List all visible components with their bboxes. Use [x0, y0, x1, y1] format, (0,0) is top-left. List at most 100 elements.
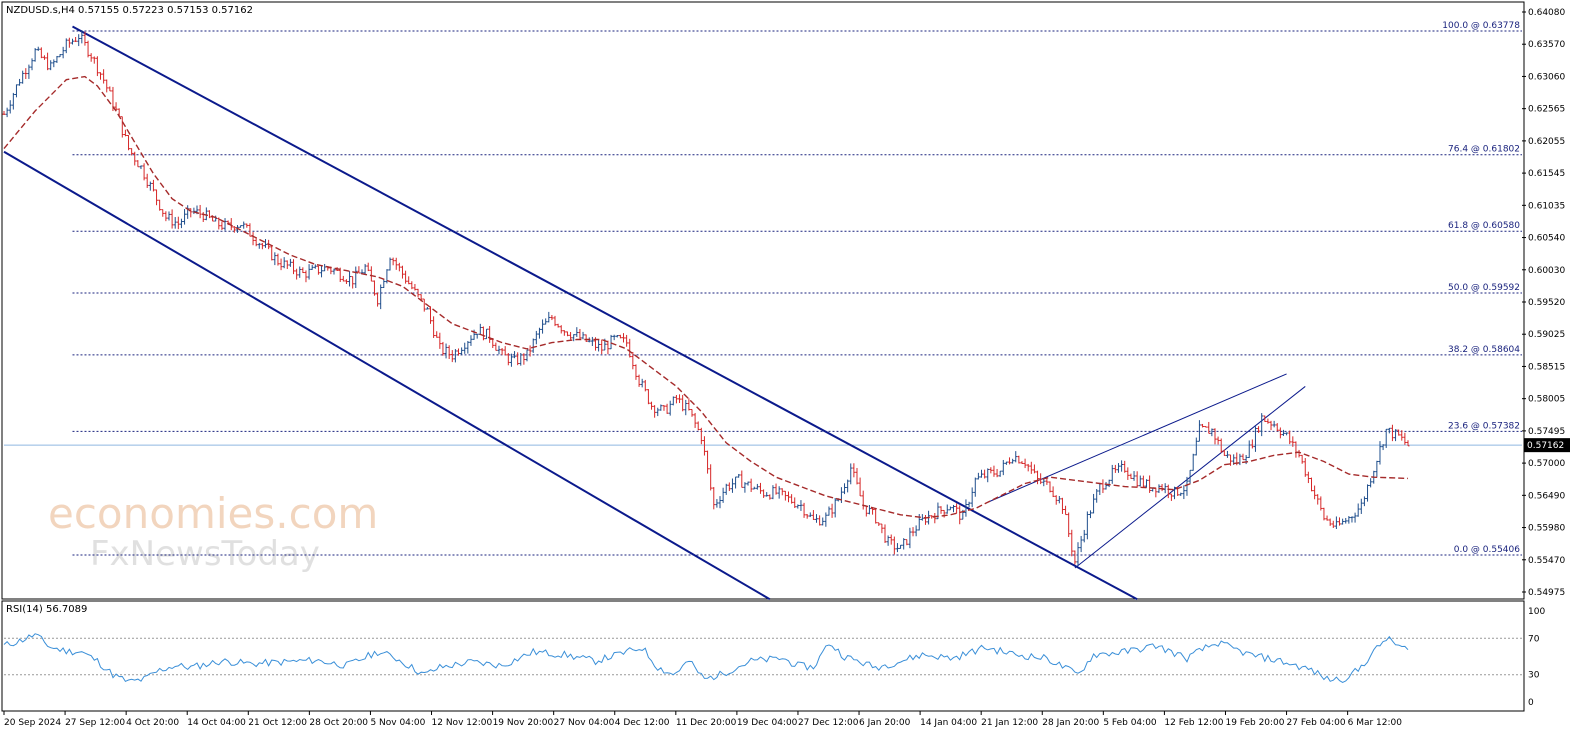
candle: [715, 499, 719, 508]
time-tick-label: 20 Sep 2024: [4, 718, 61, 728]
candle: [86, 40, 90, 58]
price-tick-label: 0.59520: [1528, 298, 1565, 308]
candle: [973, 477, 977, 497]
candle: [1257, 426, 1261, 433]
candle: [18, 78, 22, 86]
candle: [637, 374, 641, 387]
time-tick-label: 28 Oct 20:00: [309, 718, 368, 728]
candle: [833, 498, 837, 518]
candle: [553, 315, 557, 327]
candle: [886, 535, 890, 546]
candle: [102, 69, 106, 84]
candle: [422, 298, 426, 312]
candle: [737, 473, 741, 478]
candle: [463, 342, 467, 354]
candle: [432, 316, 436, 338]
candle: [42, 55, 46, 60]
candle: [320, 265, 324, 278]
candle: [774, 483, 778, 495]
candle: [488, 325, 492, 343]
candle: [1082, 529, 1086, 543]
candle: [1067, 512, 1071, 538]
candle: [1281, 429, 1285, 436]
trend-line-channel-lower: [3, 150, 771, 601]
candle: [911, 527, 915, 537]
candle: [416, 288, 420, 298]
candle: [127, 134, 131, 151]
candle: [955, 503, 959, 514]
candle: [114, 102, 118, 111]
candle: [1325, 515, 1329, 521]
candle: [895, 543, 899, 553]
candle: [1004, 461, 1008, 465]
candle: [793, 497, 797, 508]
candle: [519, 353, 523, 366]
candle: [145, 173, 149, 188]
candle: [313, 264, 317, 269]
time-tick-label: 4 Dec 12:00: [615, 718, 670, 728]
candle: [1194, 437, 1198, 456]
price-tick-label: 0.62565: [1528, 105, 1565, 115]
candle: [1179, 492, 1183, 496]
candle: [223, 218, 227, 231]
candle: [49, 60, 53, 71]
candle: [811, 510, 815, 520]
price-panel[interactable]: [1, 1, 1525, 600]
candle: [1126, 467, 1130, 480]
candle: [1039, 473, 1043, 485]
candle: [148, 181, 152, 191]
price-tick-label: 0.57495: [1528, 427, 1565, 437]
candle: [992, 465, 996, 477]
candle: [1322, 507, 1326, 521]
candle: [341, 275, 345, 282]
rsi-title: RSI(14) 56.7089: [6, 604, 87, 615]
candle: [369, 266, 373, 282]
candle: [248, 223, 252, 237]
candle: [718, 496, 722, 509]
candle: [310, 264, 314, 270]
candle: [64, 38, 68, 54]
candle: [951, 504, 955, 513]
candle: [500, 348, 504, 356]
fib-levels: 100.0 @ 0.63778 76.4 @ 0.61802 61.8 @ 0.60…: [72, 21, 1522, 556]
candle: [1138, 475, 1142, 487]
candle: [1169, 493, 1173, 501]
candle: [189, 208, 193, 218]
candle: [569, 331, 573, 340]
candle: [818, 515, 822, 526]
candle: [428, 306, 432, 324]
candle: [1054, 495, 1058, 505]
candle: [1201, 423, 1205, 428]
candle: [285, 260, 289, 269]
time-tick-label: 12 Feb 12:00: [1164, 718, 1223, 728]
candle: [1350, 516, 1354, 523]
candle: [1135, 471, 1139, 488]
candle: [39, 47, 43, 59]
candle: [615, 335, 619, 338]
watermark: economies.com FxNewsToday: [48, 489, 378, 574]
candle: [11, 92, 15, 110]
candle: [1113, 464, 1117, 473]
candle: [830, 503, 834, 518]
candle: [880, 523, 884, 534]
candle: [678, 394, 682, 404]
candle: [1104, 481, 1108, 490]
candle: [1057, 496, 1061, 504]
candle: [1073, 550, 1077, 565]
candle: [662, 405, 666, 411]
candle: [1400, 430, 1404, 441]
price-tick-label: 0.60030: [1528, 266, 1565, 276]
time-tick-label: 6 Mar 12:00: [1348, 718, 1403, 728]
candle: [292, 259, 296, 275]
candle: [889, 534, 893, 545]
candle: [1182, 485, 1186, 500]
candle: [805, 513, 809, 519]
candle: [1070, 529, 1074, 557]
candle: [404, 270, 408, 284]
candle: [1328, 518, 1332, 526]
candle: [441, 341, 445, 356]
rsi-panel[interactable]: [1, 600, 1525, 712]
candle: [1275, 423, 1279, 432]
